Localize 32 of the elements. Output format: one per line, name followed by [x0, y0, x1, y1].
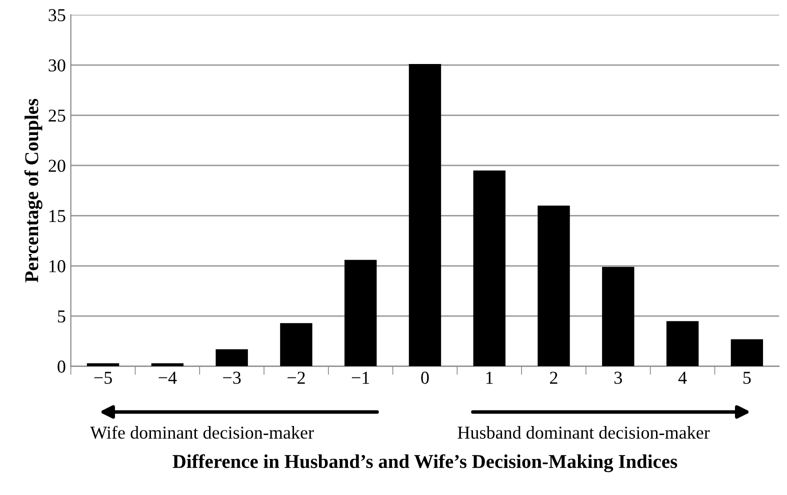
x-tick-label: 5 [743, 372, 751, 384]
y-tick-label: 5 [58, 310, 66, 323]
bar [666, 321, 699, 366]
bar [473, 170, 506, 366]
bar [408, 64, 442, 366]
y-tick-label: 35 [48, 9, 66, 22]
bar [538, 206, 570, 366]
y-tick-label: 0 [58, 360, 66, 373]
x-tick-label: −2 [287, 372, 305, 384]
y-tick-label: 20 [48, 160, 66, 172]
y-tick-label: 25 [48, 110, 66, 122]
x-tick-label: −1 [352, 372, 370, 384]
x-tick-label: 1 [486, 372, 493, 384]
bar [344, 260, 377, 366]
x-tick-label: −5 [94, 372, 112, 384]
y-axis-title: Percentage of Couples [24, 98, 42, 282]
y-tick-label: 15 [50, 210, 66, 222]
x-axis-title: Difference in Husband’s and Wife’s Decision-Making Indices [172, 454, 678, 472]
x-tick-label: 2 [550, 372, 558, 384]
x-tick-label: −3 [223, 372, 241, 384]
x-tick-label: −4 [158, 372, 177, 384]
x-tick-label: 3 [614, 372, 622, 384]
x-tick-label: 0 [421, 372, 429, 384]
bar [730, 339, 764, 366]
text: Husband dominant decision-maker [458, 426, 710, 439]
x-tick-label: 4 [678, 372, 687, 384]
bar [280, 323, 312, 366]
y-tick-label: 10 [50, 260, 66, 272]
bar [216, 349, 248, 366]
y-tick-label: 30 [48, 59, 66, 72]
bar [602, 266, 634, 366]
text: Wife dominant decision-maker [90, 426, 314, 439]
